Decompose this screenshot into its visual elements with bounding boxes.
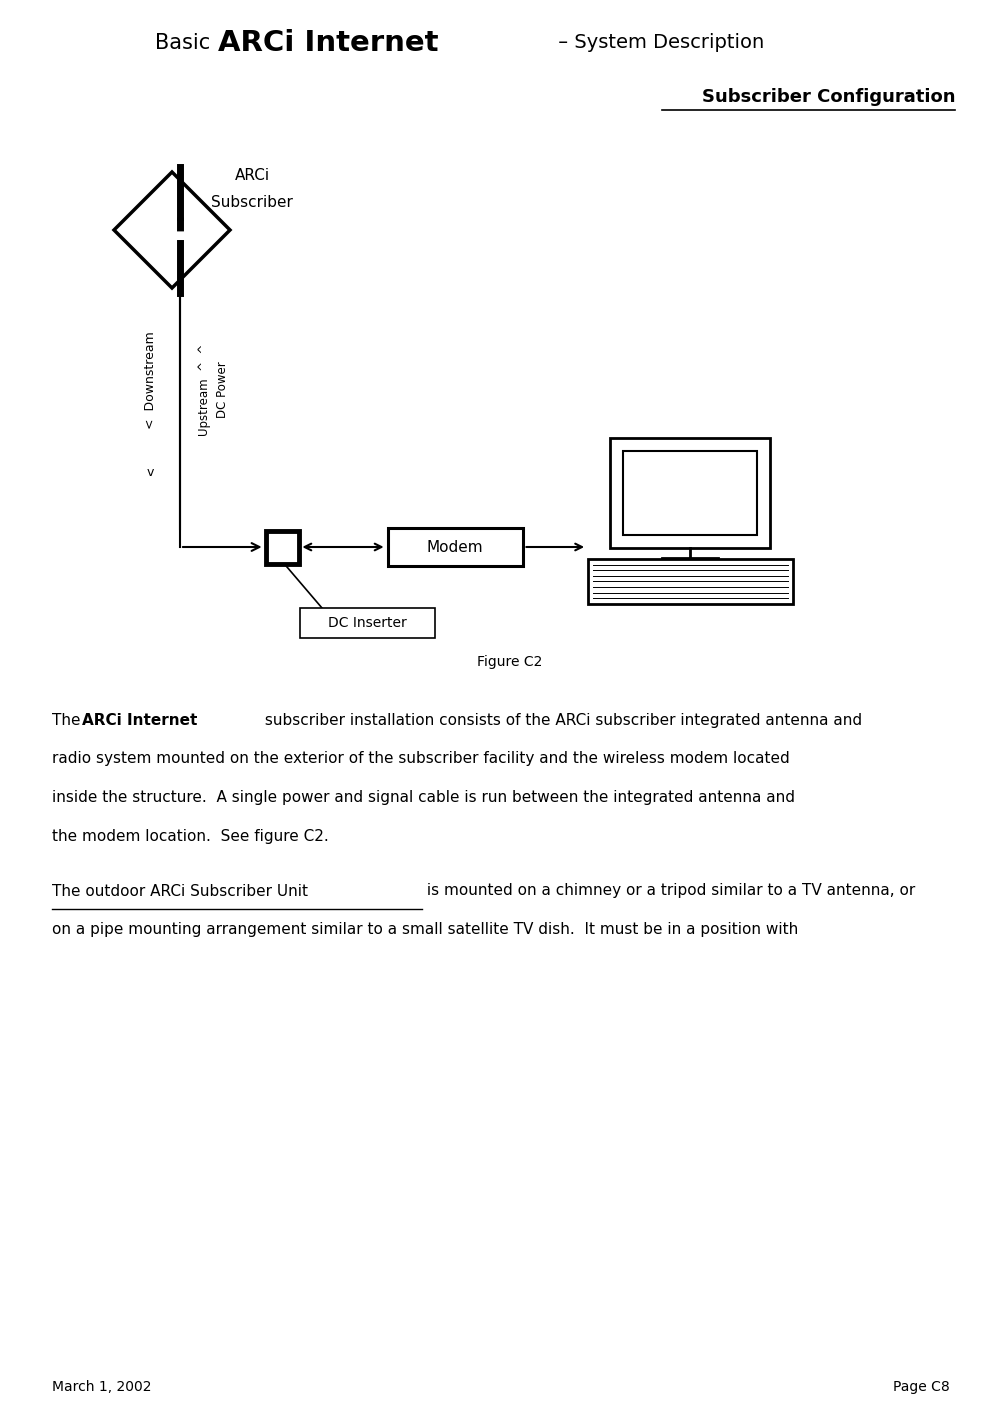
Text: DC Power: DC Power [215, 362, 229, 419]
Text: Subscriber Configuration: Subscriber Configuration [702, 88, 955, 106]
Text: Upstream  ^  ^: Upstream ^ ^ [198, 344, 211, 436]
Text: radio system mounted on the exterior of the subscriber facility and the wireless: radio system mounted on the exterior of … [52, 751, 790, 767]
Text: v: v [147, 467, 154, 480]
Text: is mounted on a chimney or a tripod similar to a TV antenna, or: is mounted on a chimney or a tripod simi… [422, 883, 916, 899]
Text: Subscriber: Subscriber [211, 195, 293, 209]
Text: March 1, 2002: March 1, 2002 [52, 1380, 152, 1394]
Bar [299, 608, 434, 638]
Bar [266, 531, 298, 563]
Text: DC Inserter: DC Inserter [328, 616, 406, 630]
Text: the modem location.  See figure C2.: the modem location. See figure C2. [52, 829, 329, 843]
Text: Modem: Modem [427, 539, 484, 555]
Text: – System Description: – System Description [552, 34, 764, 52]
Text: ARCi Internet: ARCi Internet [218, 28, 438, 57]
Text: ARCi Internet: ARCi Internet [81, 713, 197, 727]
Text: inside the structure.  A single power and signal cable is run between the integr: inside the structure. A single power and… [52, 790, 795, 805]
Bar [610, 439, 770, 548]
Text: on a pipe mounting arrangement similar to a small satellite TV dish.  It must be: on a pipe mounting arrangement similar t… [52, 923, 798, 937]
Bar [387, 528, 522, 566]
Text: Basic: Basic [155, 33, 217, 52]
Text: The: The [52, 713, 85, 727]
Text: ARCi: ARCi [235, 168, 270, 183]
Text: <  Downstream: < Downstream [144, 331, 157, 429]
Text: The outdoor ARCi Subscriber Unit: The outdoor ARCi Subscriber Unit [52, 883, 308, 899]
Text: Page C8: Page C8 [893, 1380, 950, 1394]
Text: subscriber installation consists of the ARCi subscriber integrated antenna and: subscriber installation consists of the … [260, 713, 861, 727]
Text: Figure C2: Figure C2 [478, 655, 543, 669]
Bar [588, 559, 793, 604]
Bar [623, 451, 757, 535]
